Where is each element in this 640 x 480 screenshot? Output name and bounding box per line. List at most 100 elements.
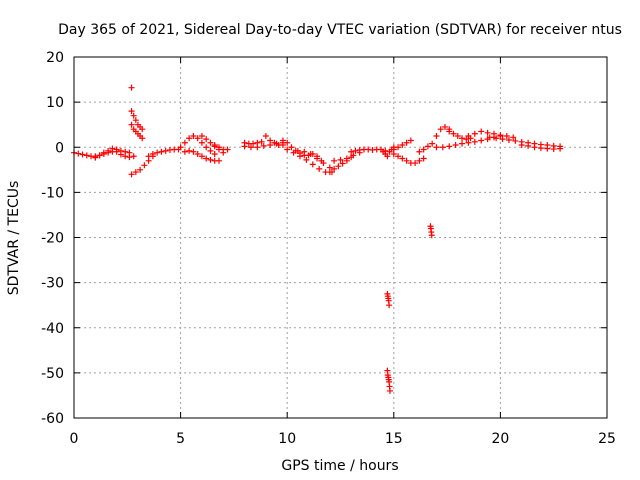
data-point xyxy=(452,141,459,148)
data-point xyxy=(128,108,135,115)
y-axis-title: SDTVAR / TECUs xyxy=(6,181,22,296)
data-point xyxy=(503,132,510,139)
data-point xyxy=(326,169,333,176)
y-tick-label: 0 xyxy=(55,140,64,156)
data-point xyxy=(207,156,214,163)
data-point xyxy=(424,143,431,150)
data-point xyxy=(386,302,393,309)
data-point xyxy=(441,123,448,130)
data-point xyxy=(126,154,133,161)
data-point xyxy=(309,161,316,168)
grid xyxy=(74,57,607,418)
data-point xyxy=(267,141,274,148)
data-point xyxy=(190,132,197,139)
x-tick-label: 20 xyxy=(491,431,509,447)
data-point xyxy=(531,144,538,151)
data-point xyxy=(437,126,444,133)
data-point xyxy=(537,145,544,152)
data-point xyxy=(139,135,146,142)
data-point xyxy=(92,154,99,161)
y-tick-label: -40 xyxy=(41,321,64,337)
data-point xyxy=(137,166,144,173)
data-point xyxy=(273,140,280,147)
data-point xyxy=(260,142,267,149)
data-point xyxy=(403,157,410,164)
data-point xyxy=(207,139,214,146)
data-point xyxy=(132,117,139,124)
series-spike-17h xyxy=(427,223,435,239)
data-point xyxy=(459,135,466,142)
data-point xyxy=(433,144,440,151)
data-point xyxy=(122,153,129,160)
data-point xyxy=(258,138,265,145)
data-point xyxy=(149,151,156,158)
data-point xyxy=(420,155,427,162)
series-track-l xyxy=(241,132,286,148)
y-tick-label: -10 xyxy=(41,185,64,201)
data-point xyxy=(343,155,350,162)
data-point xyxy=(314,155,321,162)
data-point xyxy=(284,139,291,146)
data-point xyxy=(390,146,397,153)
data-point xyxy=(211,151,218,158)
data-point xyxy=(181,148,188,155)
data-point xyxy=(331,157,338,164)
x-tick-label: 0 xyxy=(70,431,79,447)
data-point xyxy=(331,165,338,172)
series-track-z xyxy=(465,128,517,141)
data-point xyxy=(471,130,478,137)
data-point xyxy=(399,155,406,162)
data-point xyxy=(254,144,261,151)
data-point xyxy=(471,138,478,145)
data-point xyxy=(403,139,410,146)
data-point xyxy=(337,156,344,163)
data-point xyxy=(96,152,103,159)
x-axis: 0 5 10 15 20 25 xyxy=(70,57,616,447)
data-point xyxy=(433,132,440,139)
data-point xyxy=(525,142,532,149)
data-point xyxy=(79,151,86,158)
x-tick-label: 15 xyxy=(385,431,403,447)
data-point xyxy=(478,128,485,135)
data-point xyxy=(420,146,427,153)
data-points xyxy=(71,84,564,394)
data-point xyxy=(215,157,222,164)
data-point xyxy=(162,147,169,154)
series-spike-15h-lower xyxy=(384,367,393,394)
data-point xyxy=(463,136,470,143)
series-track-n xyxy=(279,137,325,164)
data-point xyxy=(139,126,146,133)
data-point xyxy=(288,144,295,151)
series-track-k xyxy=(211,141,231,153)
data-point xyxy=(454,132,461,139)
data-point xyxy=(428,232,435,239)
data-point xyxy=(339,160,346,167)
data-point xyxy=(352,147,359,154)
data-point xyxy=(303,156,310,163)
data-point xyxy=(386,387,393,394)
data-point xyxy=(465,139,472,146)
y-tick-label: -50 xyxy=(41,366,64,382)
y-tick-label: 10 xyxy=(46,95,64,111)
data-point xyxy=(203,155,210,162)
data-point xyxy=(320,160,327,167)
data-point xyxy=(75,150,82,157)
data-point xyxy=(177,144,184,151)
x-tick-label: 10 xyxy=(278,431,296,447)
data-point xyxy=(113,148,120,155)
data-point xyxy=(128,84,135,91)
data-point xyxy=(203,144,210,151)
data-point xyxy=(224,146,231,153)
data-point xyxy=(186,147,193,154)
y-axis: 20 10 0 -10 -20 -30 -40 -50 -60 xyxy=(41,50,607,427)
series-track-q xyxy=(326,154,355,176)
data-point xyxy=(262,132,269,139)
series-track-s xyxy=(348,146,389,155)
data-point xyxy=(350,152,357,159)
series-track-v xyxy=(390,137,414,153)
x-tick-label: 5 xyxy=(176,431,185,447)
data-point xyxy=(294,147,301,154)
data-point xyxy=(290,149,297,156)
data-point xyxy=(250,140,257,147)
x-tick-label: 25 xyxy=(598,431,616,447)
